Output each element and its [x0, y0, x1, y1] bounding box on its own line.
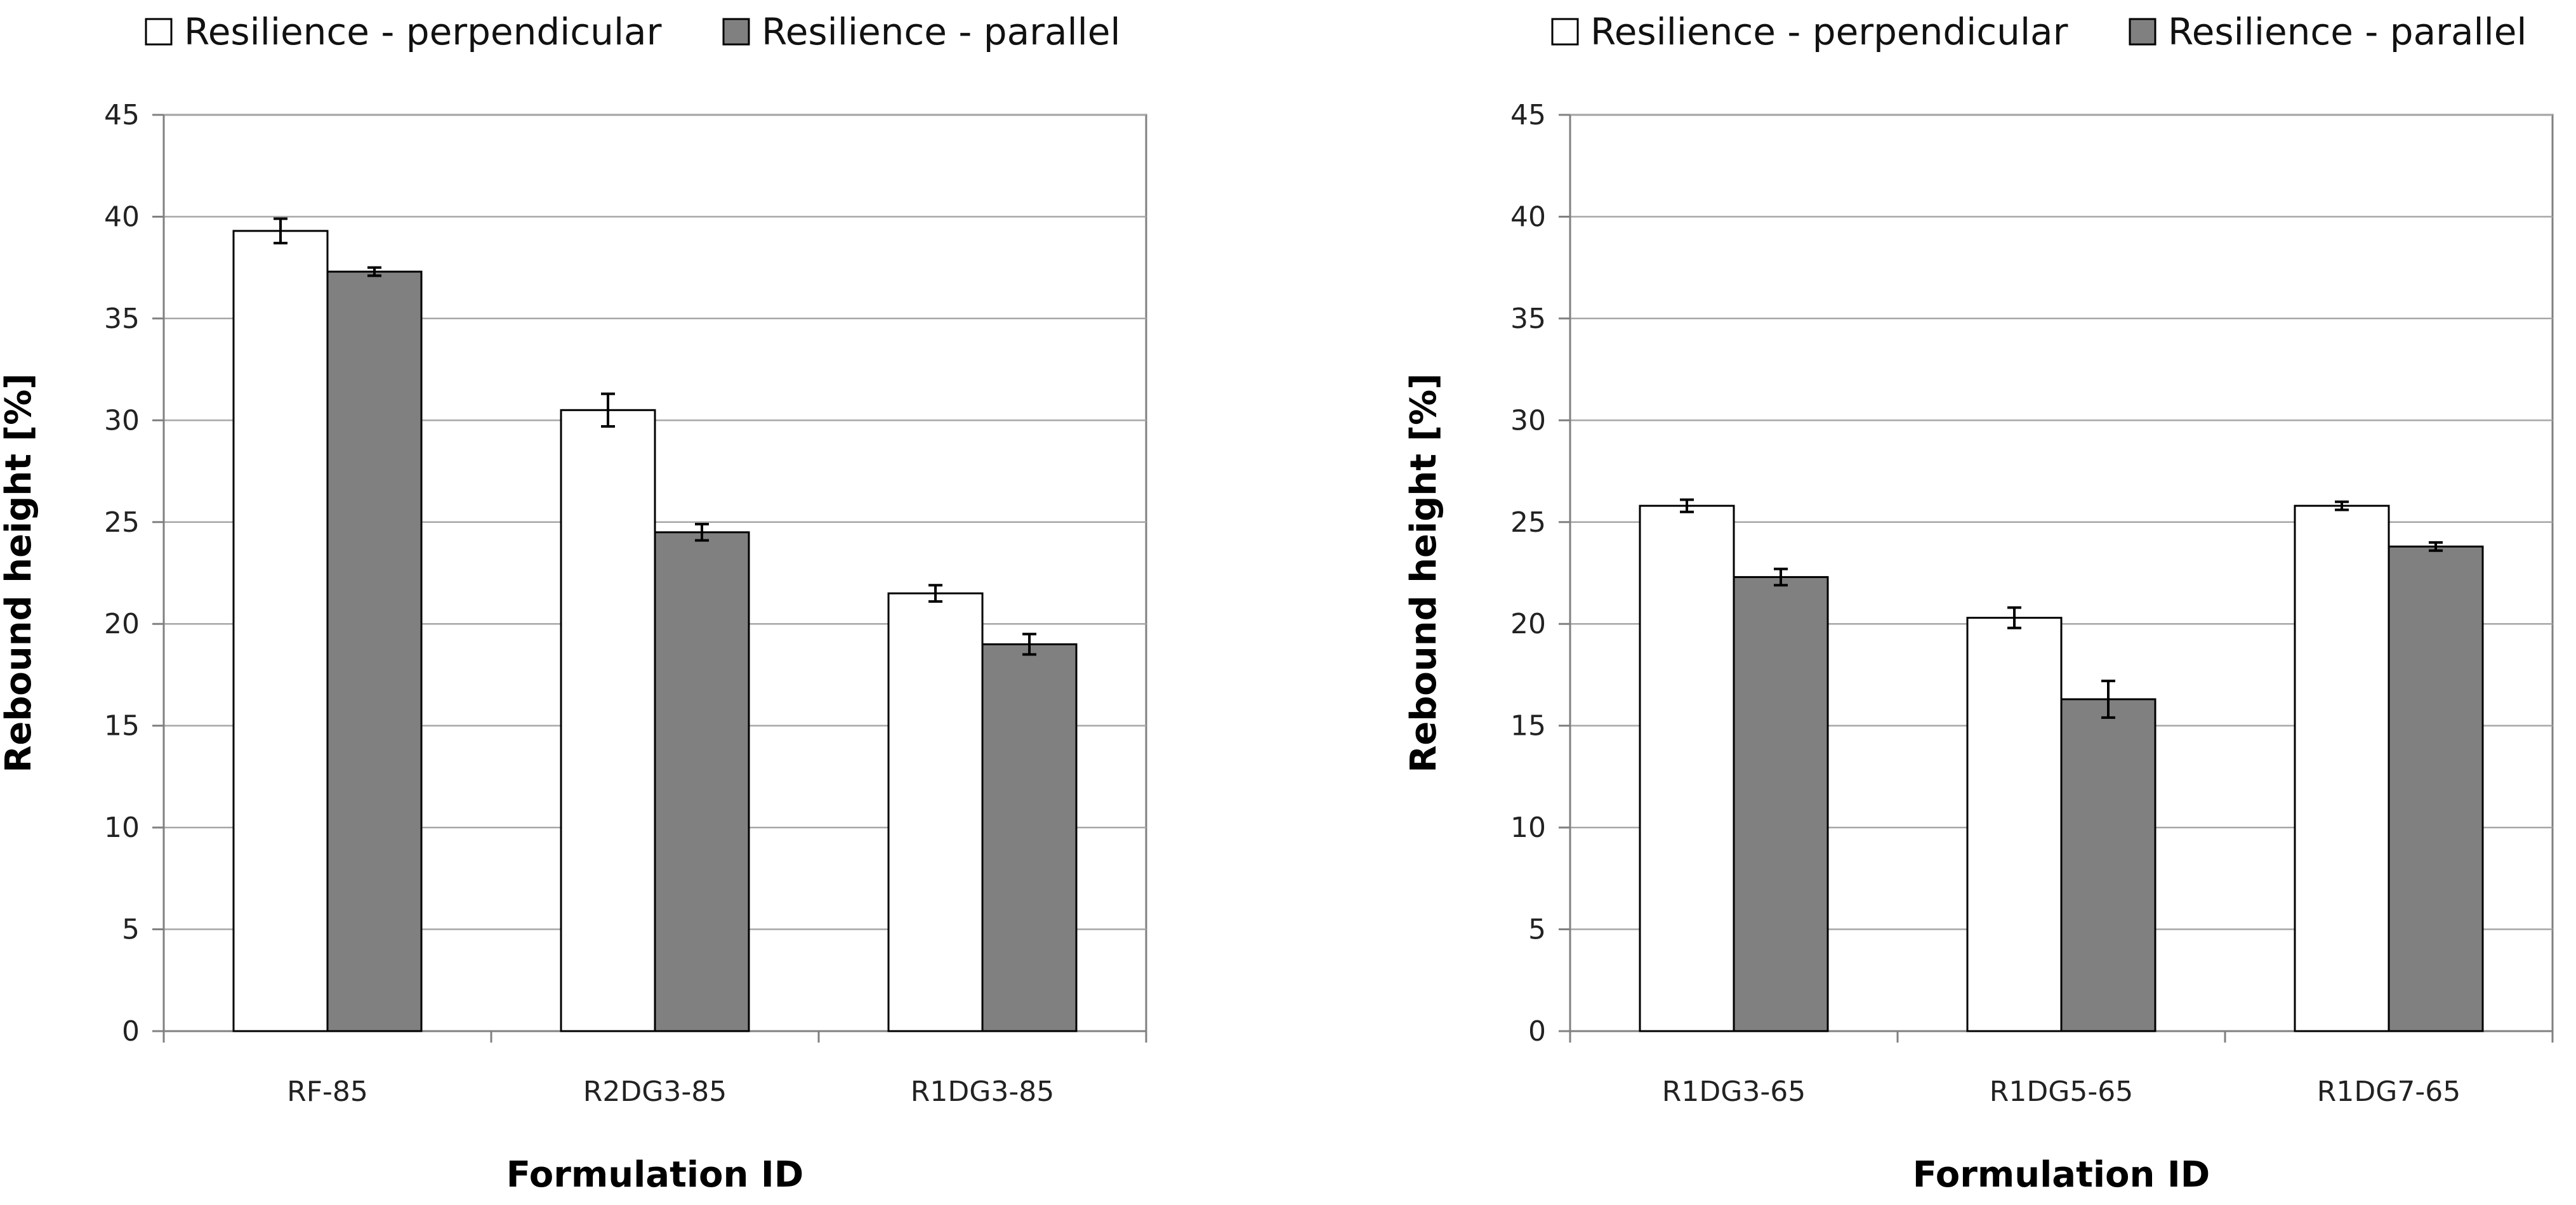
legend-swatch-perpendicular	[145, 18, 173, 46]
y-tick-label: 35	[104, 303, 140, 335]
bar-parallel-1	[1733, 576, 1829, 1032]
y-axis-title: Rebound height [%]	[0, 373, 39, 773]
x-axis-title: Formulation ID	[506, 1154, 803, 1195]
y-tick-label: 20	[104, 608, 140, 640]
y-tick-label: 0	[1528, 1015, 1546, 1048]
legend-label-parallel: Resilience - parallel	[762, 10, 1121, 53]
bar-parallel-3	[981, 643, 1078, 1032]
legend-swatch-perpendicular	[1551, 18, 1579, 46]
legend-swatch-parallel	[722, 18, 750, 46]
bar-perpendicular-1	[232, 230, 329, 1032]
y-tick-label: 40	[1510, 201, 1546, 233]
legend-label-parallel: Resilience - parallel	[2168, 10, 2527, 53]
y-tick-label: 25	[1510, 506, 1546, 539]
bar-parallel-1	[326, 270, 423, 1032]
y-tick-label: 20	[1510, 608, 1546, 640]
y-tick-label: 45	[104, 99, 140, 131]
y-tick-label: 45	[1510, 99, 1546, 131]
bar-parallel-2	[2060, 698, 2157, 1032]
bar-perpendicular-2	[560, 409, 656, 1032]
y-tick-label: 5	[1528, 914, 1546, 946]
legend-label-perpendicular: Resilience - perpendicular	[184, 10, 662, 53]
bar-parallel-3	[2388, 545, 2484, 1032]
legend-label-perpendicular: Resilience - perpendicular	[1590, 10, 2068, 53]
bar-perpendicular-1	[1639, 504, 1735, 1032]
y-tick-label: 15	[104, 710, 140, 742]
y-tick-label: 0	[122, 1015, 140, 1048]
x-tick-label: R1DG7-65	[2317, 1076, 2460, 1108]
bar-perpendicular-3	[2294, 504, 2390, 1032]
x-tick-label: R2DG3-85	[583, 1076, 727, 1108]
y-axis-title: Rebound height [%]	[1403, 373, 1444, 773]
y-tick-label: 25	[104, 506, 140, 539]
x-tick-label: R1DG3-85	[911, 1076, 1054, 1108]
y-tick-label: 10	[104, 812, 140, 844]
bar-parallel-2	[654, 531, 750, 1032]
left-chart: 0 5 10 15 20 25 30 35 40 45 RF-85 R2DG3-85 R1DG3-85 F…	[0, 10, 1147, 1195]
y-tick-label: 35	[1510, 303, 1546, 335]
right-chart: 0 5 10 15 20 25 30 35 40 45 R1DG3-65 R1DG5-65 R1DG7-…	[1403, 10, 2554, 1195]
y-tick-label: 40	[104, 201, 140, 233]
y-tick-label: 10	[1510, 812, 1546, 844]
y-tick-label: 5	[122, 914, 140, 946]
bar-perpendicular-2	[1966, 617, 2063, 1032]
bar-perpendicular-3	[887, 592, 984, 1032]
x-tick-label: R1DG3-65	[1662, 1076, 1806, 1108]
x-tick-label: RF-85	[287, 1076, 368, 1108]
y-tick-label: 30	[104, 404, 140, 437]
legend-swatch-parallel	[2129, 18, 2157, 46]
y-tick-label: 15	[1510, 710, 1546, 742]
x-axis-title: Formulation ID	[1913, 1154, 2210, 1195]
x-tick-label: R1DG5-65	[1990, 1076, 2133, 1108]
y-tick-label: 30	[1510, 404, 1546, 437]
